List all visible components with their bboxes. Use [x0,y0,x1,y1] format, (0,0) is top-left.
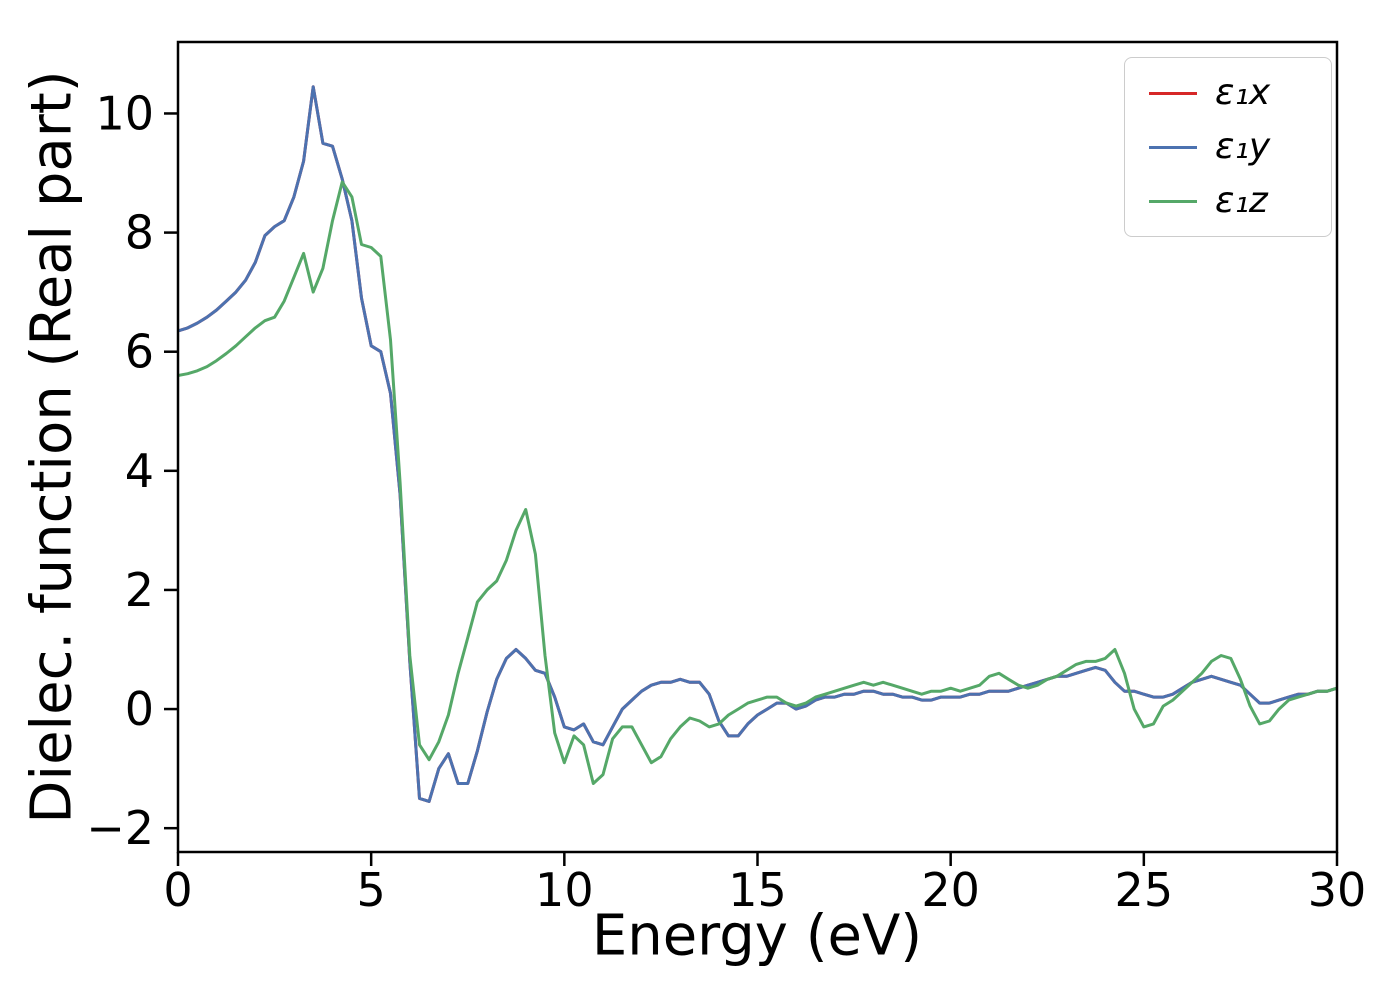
y-tick-label: 2 [125,563,154,617]
legend: ε₁x ε₁y ε₁z [1124,57,1332,237]
y-tick-label: 4 [125,444,154,498]
legend-item-e1y: ε₁y [1149,124,1307,170]
x-tick-label: 10 [535,863,594,917]
legend-label-e1y: ε₁y [1215,126,1271,167]
series-line-2 [178,180,1337,785]
y-tick-label: 10 [95,86,154,140]
legend-line-swatch-e1y [1149,145,1197,149]
y-axis-label: Dielec. function (Real part) [19,70,85,824]
y-tick-label: −2 [86,801,154,855]
x-tick-label: 0 [163,863,192,917]
y-tick-label: 6 [125,325,154,379]
x-tick-label: 5 [357,863,386,917]
series-line-1 [178,85,1337,803]
legend-item-e1x: ε₁x [1149,70,1307,116]
legend-item-e1z: ε₁z [1149,178,1307,224]
y-tick-label: 0 [125,682,154,736]
legend-label-e1z: ε₁z [1215,180,1268,221]
x-tick-label: 15 [728,863,787,917]
y-tick-label: 8 [125,206,154,260]
x-tick-label: 25 [1115,863,1174,917]
axes-spines [176,40,1339,854]
x-tick-label: 30 [1308,863,1367,917]
legend-line-swatch-e1z [1149,199,1197,203]
x-axis-label: Energy (eV) [591,903,923,969]
legend-label-e1x: ε₁x [1215,72,1271,113]
legend-line-swatch-e1x [1149,91,1197,95]
x-tick-label: 20 [921,863,980,917]
